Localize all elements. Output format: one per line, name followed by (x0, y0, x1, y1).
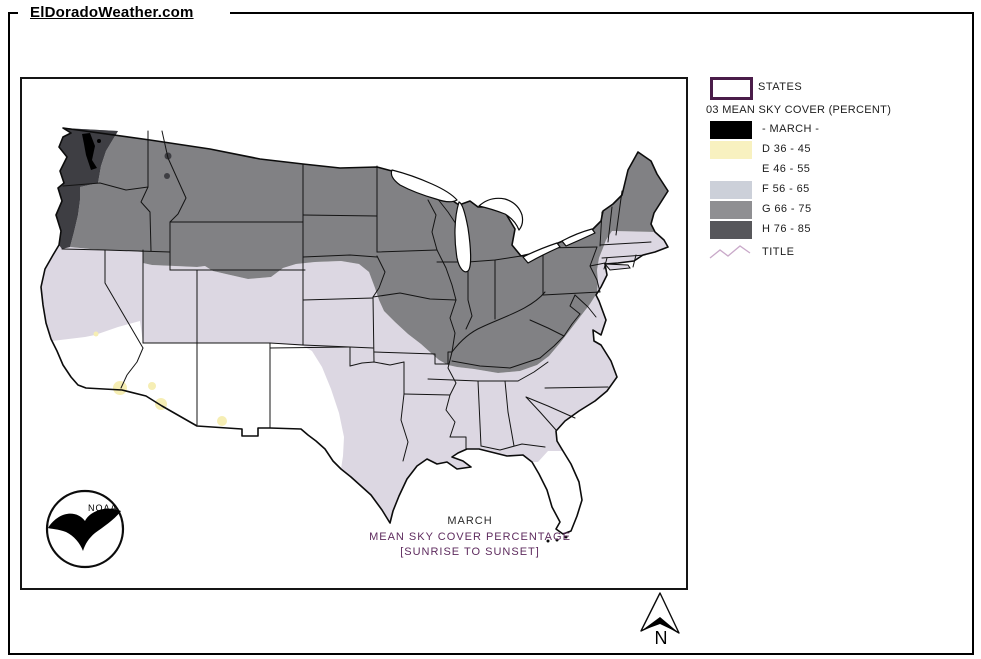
legend-swatch-f (710, 181, 752, 199)
region-h-76-85 (56, 128, 118, 249)
map-month-title: MARCH (447, 515, 493, 527)
compass-north-label: N (654, 628, 668, 648)
legend-swatch-d (710, 141, 752, 159)
puget-sound (82, 133, 97, 170)
map-subtitle-line2: [SUNRISE TO SUNSET] (400, 546, 540, 558)
noaa-bird-icon (48, 508, 121, 551)
us-sky-cover-map (40, 127, 669, 543)
legend-swatch-g (710, 201, 752, 219)
region-d-36-45-spots (93, 331, 227, 426)
lake-michigan (454, 201, 472, 273)
legend-title-label: TITLE (762, 246, 795, 258)
lake-superior (390, 169, 458, 203)
legend-label-g: G 66 - 75 (762, 203, 812, 215)
states-legend-swatch (710, 77, 753, 100)
puget-sound-islet (97, 139, 101, 143)
florida-keys (546, 535, 568, 543)
legend-label-h: H 76 - 85 (762, 223, 811, 235)
legend-label-d: D 36 - 45 (762, 143, 811, 155)
legend-swatch-e (710, 161, 752, 179)
page-border (8, 12, 974, 655)
lake-erie (522, 242, 561, 264)
great-lakes (390, 169, 596, 273)
map-subtitle-line1: MEAN SKY COVER PERCENTAGE (369, 531, 571, 543)
legend-label-f: F 56 - 65 (762, 183, 810, 195)
legend-swatch-h (710, 221, 752, 239)
region-f-56-65 (41, 231, 668, 523)
noaa-logo (45, 489, 125, 569)
lake-ontario (561, 228, 596, 247)
state-borders (61, 130, 652, 462)
legend-label-march: - MARCH - (762, 123, 820, 135)
north-arrow-icon (640, 592, 680, 634)
legend-heading: 03 MEAN SKY COVER (PERCENT) (706, 104, 892, 116)
legend-label-e: E 46 - 55 (762, 163, 811, 175)
title-zigzag-icon (709, 245, 751, 259)
lake-huron (478, 197, 524, 231)
legend-swatch-march (710, 121, 752, 139)
long-island (603, 263, 631, 271)
noaa-logo-text: NOAA (88, 503, 118, 513)
states-legend-label: STATES (758, 81, 803, 93)
title-background-patch (18, 0, 230, 26)
site-title: ElDoradoWeather.com (30, 4, 194, 21)
